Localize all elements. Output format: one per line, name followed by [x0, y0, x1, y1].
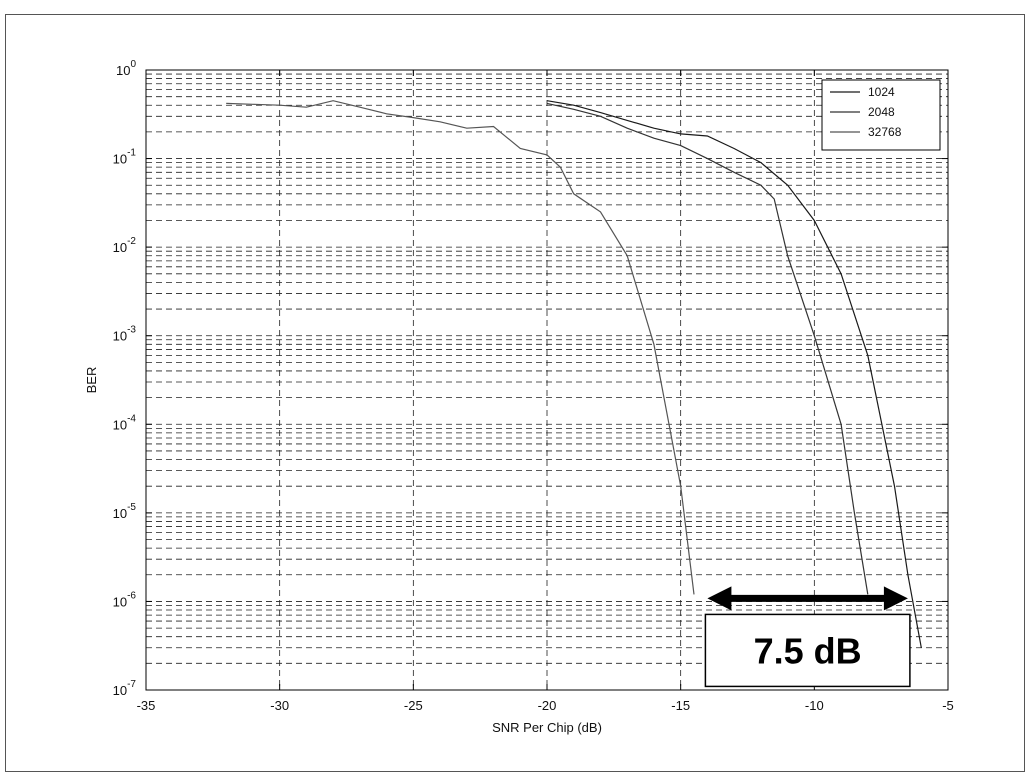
legend-label-1024: 1024	[868, 85, 895, 99]
annotation-7-5-db: 7.5 dB	[704, 586, 911, 688]
annotation-arrow-head-left	[707, 586, 732, 611]
annotation-arrow-head-right	[883, 586, 908, 611]
x-tick-label: -35	[137, 698, 156, 713]
y-tick-label: 10-6	[113, 590, 137, 609]
annotation-text: 7.5 dB	[754, 630, 862, 671]
series-line-2048	[546, 102, 869, 595]
y-tick-label: 10-2	[113, 236, 137, 255]
x-tick-label: -30	[270, 698, 289, 713]
legend-label-2048: 2048	[868, 105, 895, 119]
y-axis-label: BER	[84, 367, 99, 394]
y-tick-label: 10-5	[113, 502, 137, 521]
x-tick-label: -5	[942, 698, 954, 713]
y-tick-label: 100	[116, 59, 136, 78]
series-line-32768	[226, 100, 695, 595]
legend: 1024 2048 32768	[821, 79, 941, 151]
figure-frame	[5, 14, 1025, 772]
annotation-box	[704, 613, 911, 688]
legend-label-32768: 32768	[868, 125, 902, 139]
x-tick-label: -20	[538, 698, 557, 713]
x-axis-label: SNR Per Chip (dB)	[492, 720, 602, 735]
x-axis-ticks: -35 -30 -25 -20 -15 -10 -5	[137, 70, 954, 713]
y-tick-label: 10-4	[113, 413, 137, 432]
x-tick-label: -10	[805, 698, 824, 713]
grid-lines	[146, 70, 948, 690]
x-tick-label: -15	[671, 698, 690, 713]
y-tick-label: 10-1	[113, 148, 137, 167]
y-tick-label: 10-7	[113, 679, 137, 698]
x-tick-label: -25	[404, 698, 423, 713]
y-tick-label: 10-3	[113, 325, 137, 344]
series-line-1024	[546, 100, 922, 648]
series-lines	[226, 100, 922, 648]
y-axis-ticks: 10-7 10-6 10-5 10-4 10-3 10-2 10-1 100	[113, 59, 948, 698]
